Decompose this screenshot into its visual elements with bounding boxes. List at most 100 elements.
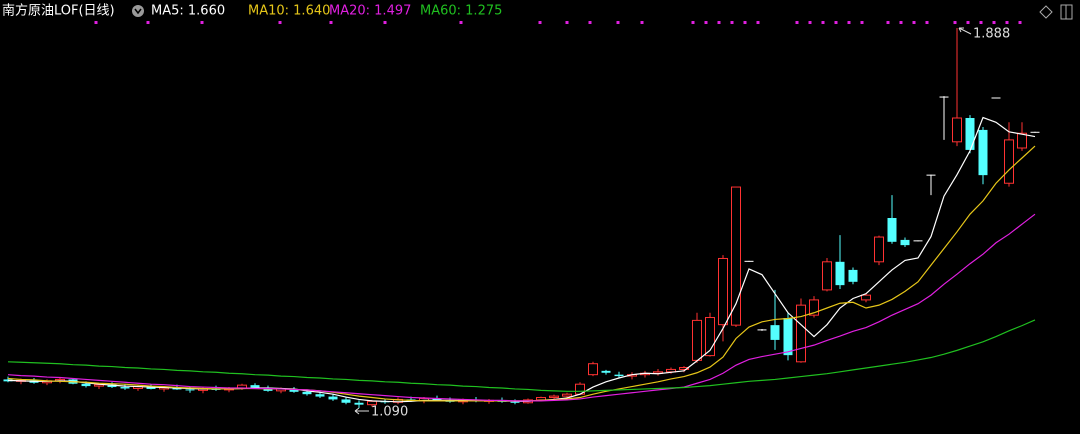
- candle-body: [1017, 132, 1027, 149]
- signal-dot: [278, 21, 282, 24]
- signal-dot: [200, 21, 204, 24]
- candle-body: [744, 260, 754, 262]
- min-arrow: [354, 407, 369, 415]
- ma-line: [7, 213, 1036, 402]
- legend-entry: MA20: 1.497: [329, 4, 411, 19]
- signal-dot: [966, 21, 970, 24]
- signal-dot: [565, 21, 569, 24]
- candle-body: [822, 261, 832, 291]
- signal-dot: [756, 21, 760, 24]
- signal-dot: [730, 21, 734, 24]
- candle-body: [731, 186, 741, 326]
- candle-body: [978, 129, 988, 176]
- candle-body: [848, 269, 858, 282]
- signal-dot: [899, 21, 903, 24]
- candle-body: [341, 399, 351, 403]
- signal-dot: [717, 21, 721, 24]
- signal-dot: [383, 21, 387, 24]
- signal-dot: [979, 21, 983, 24]
- signal-dot: [459, 21, 463, 24]
- candle-body: [887, 218, 897, 242]
- candle-body: [614, 374, 624, 377]
- min-label: 1.090: [371, 405, 408, 420]
- candle-body: [146, 386, 156, 389]
- signal-dot: [953, 21, 957, 24]
- candle-body: [354, 402, 364, 405]
- candle-body: [315, 394, 325, 397]
- candle-body: [679, 367, 689, 370]
- signal-dot: [704, 21, 708, 24]
- diamond-icon[interactable]: [1039, 5, 1053, 19]
- candle-body: [107, 384, 117, 388]
- candle-body: [81, 383, 91, 387]
- candle-body: [588, 363, 598, 376]
- signal-dot: [1018, 21, 1022, 24]
- candle-body: [874, 236, 884, 263]
- ma-line: [7, 319, 1036, 392]
- signal-dot: [743, 21, 747, 24]
- candle-body: [601, 370, 611, 373]
- candle-body: [250, 385, 260, 388]
- candle-body: [289, 388, 299, 392]
- candle-body: [796, 304, 806, 363]
- candle-body: [809, 299, 819, 316]
- signal-dot: [992, 21, 996, 24]
- candle-body: [1030, 131, 1040, 133]
- signal-dot: [588, 21, 592, 24]
- legend-entry: MA60: 1.275: [420, 4, 502, 19]
- signal-dot: [795, 21, 799, 24]
- signal-dot: [912, 21, 916, 24]
- signal-dot: [329, 21, 333, 24]
- signal-dot: [860, 21, 864, 24]
- candle-body: [965, 118, 975, 150]
- signal-dot: [886, 21, 890, 24]
- candle-body: [900, 239, 910, 246]
- candle-body: [835, 261, 845, 286]
- candle-body: [185, 389, 195, 391]
- candle-body: [692, 319, 702, 361]
- signal-dot: [691, 21, 695, 24]
- signal-dot: [616, 21, 620, 24]
- max-arrow: [958, 27, 972, 35]
- candle-body: [562, 393, 572, 397]
- candle-body: [705, 317, 715, 357]
- candle-body: [913, 240, 923, 242]
- candle-body: [3, 379, 13, 382]
- candle-body: [302, 391, 312, 395]
- candle-body: [510, 401, 520, 403]
- candle-body: [1004, 139, 1014, 184]
- signal-dot: [640, 21, 644, 24]
- candle-body: [536, 397, 546, 401]
- candle-body: [757, 329, 767, 331]
- candle-body: [926, 174, 936, 176]
- candle-body: [328, 396, 338, 400]
- max-label: 1.888: [973, 27, 1010, 42]
- signal-dot: [538, 21, 542, 24]
- candle-body: [783, 318, 793, 356]
- chart-title: 南方原油LOF(日线): [2, 3, 115, 19]
- signal-dot: [925, 21, 929, 24]
- candle-body: [549, 395, 559, 399]
- candle-body: [939, 96, 949, 98]
- signal-dot: [834, 21, 838, 24]
- toggle-icon[interactable]: [132, 5, 144, 17]
- signal-dot: [1005, 21, 1009, 24]
- candle-body: [861, 294, 871, 301]
- candle-body: [770, 325, 780, 340]
- signal-dot: [808, 21, 812, 24]
- toggle-arrow: [134, 8, 142, 15]
- signal-dot: [821, 21, 825, 24]
- candle-body: [952, 117, 962, 143]
- signal-dot: [94, 21, 98, 24]
- signal-dot: [847, 21, 851, 24]
- legend-entry: MA5: 1.660: [151, 4, 225, 19]
- candle-body: [120, 387, 130, 389]
- legend-entry: MA10: 1.640: [248, 4, 330, 19]
- signal-dot: [146, 21, 150, 24]
- candle-body: [718, 257, 728, 326]
- candle-body: [432, 398, 442, 401]
- candle-body: [991, 97, 1001, 99]
